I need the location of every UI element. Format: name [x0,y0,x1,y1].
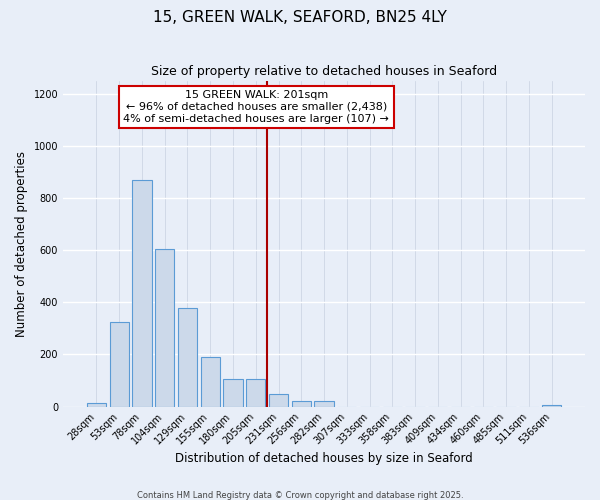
Bar [110,322,129,406]
X-axis label: Distribution of detached houses by size in Seaford: Distribution of detached houses by size … [175,452,473,465]
Title: Size of property relative to detached houses in Seaford: Size of property relative to detached ho… [151,65,497,78]
Bar [155,249,175,406]
Bar [132,180,152,406]
Bar [314,402,334,406]
Text: Contains HM Land Registry data © Crown copyright and database right 2025.: Contains HM Land Registry data © Crown c… [137,490,463,500]
Bar [246,380,265,406]
Y-axis label: Number of detached properties: Number of detached properties [15,150,28,336]
Text: 15 GREEN WALK: 201sqm
← 96% of detached houses are smaller (2,438)
4% of semi-de: 15 GREEN WALK: 201sqm ← 96% of detached … [123,90,389,124]
Bar [292,401,311,406]
Bar [269,394,288,406]
Bar [223,380,242,406]
Bar [87,403,106,406]
Bar [178,308,197,406]
Bar [200,357,220,406]
Text: 15, GREEN WALK, SEAFORD, BN25 4LY: 15, GREEN WALK, SEAFORD, BN25 4LY [153,10,447,25]
